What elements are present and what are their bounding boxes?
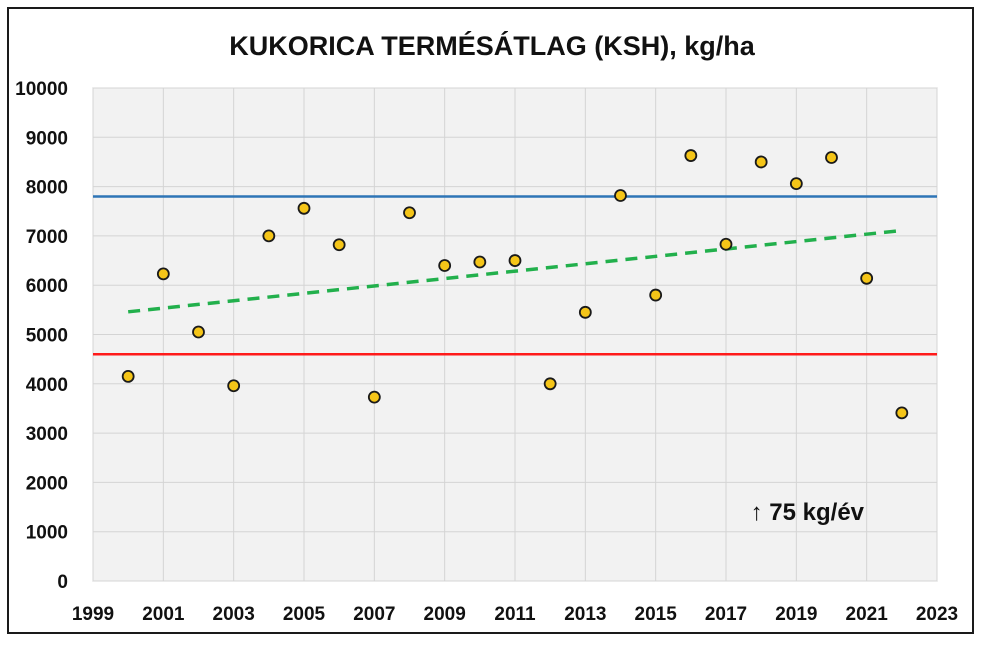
y-tick-label: 8000 xyxy=(26,178,68,199)
data-point xyxy=(262,229,276,243)
data-point xyxy=(121,370,135,383)
y-tick-label: 9000 xyxy=(26,128,68,149)
data-point xyxy=(227,379,241,393)
data-points xyxy=(121,149,909,420)
data-point xyxy=(614,189,627,202)
y-tick-label: 1000 xyxy=(26,523,68,544)
data-point xyxy=(789,177,803,191)
trend-annotation: ↑ 75 kg/év xyxy=(751,499,865,526)
data-point xyxy=(297,201,311,215)
y-tick-label: 6000 xyxy=(26,276,68,297)
y-tick-label: 4000 xyxy=(26,375,68,396)
data-point xyxy=(438,259,452,272)
data-point xyxy=(367,390,381,404)
data-point xyxy=(332,238,346,252)
y-tick-label: 3000 xyxy=(26,424,68,445)
data-point xyxy=(578,305,592,319)
data-point xyxy=(895,406,909,420)
reference-lines xyxy=(93,195,937,356)
x-tick-label: 2023 xyxy=(916,604,958,625)
x-tick-label: 2013 xyxy=(564,604,606,625)
x-tick-label: 2019 xyxy=(775,604,817,625)
data-point xyxy=(649,288,663,302)
data-point xyxy=(473,255,487,269)
x-tick-label: 2011 xyxy=(494,604,536,625)
x-tick-label: 2021 xyxy=(846,604,889,625)
data-point xyxy=(156,267,170,281)
y-axis-ticks: 0 1000 2000 3000 4000 5000 6000 7000 8000 9000 100… xyxy=(15,79,68,593)
x-tick-label: 2009 xyxy=(424,604,466,625)
data-point xyxy=(543,377,557,391)
x-tick-label: 2003 xyxy=(213,604,255,625)
chart-title: KUKORICA TERMÉSÁTLAG (KSH), kg/ha xyxy=(229,30,755,61)
y-tick-label: 10000 xyxy=(15,79,68,100)
data-point xyxy=(860,271,874,285)
y-tick-label: 0 xyxy=(57,572,68,593)
data-point xyxy=(684,149,698,162)
y-tick-label: 5000 xyxy=(26,326,68,347)
x-tick-label: 2015 xyxy=(635,604,678,625)
data-point xyxy=(403,206,416,220)
data-point xyxy=(192,325,205,339)
x-tick-label: 2007 xyxy=(353,604,395,625)
trend-line xyxy=(127,228,903,314)
y-tick-label: 2000 xyxy=(26,473,68,494)
x-gridlines xyxy=(92,88,938,581)
x-tick-label: 1999 xyxy=(72,604,114,625)
data-point xyxy=(508,254,522,267)
x-axis-ticks: 1999 2001 2003 2005 2007 2009 2011 2013 2015 2017… xyxy=(72,604,958,625)
trend-line-group xyxy=(127,228,903,314)
data-point xyxy=(719,237,733,251)
y-tick-label: 7000 xyxy=(26,227,68,248)
x-tick-label: 2005 xyxy=(283,604,326,625)
data-point xyxy=(754,155,768,169)
x-tick-label: 2017 xyxy=(705,604,747,625)
data-point xyxy=(825,151,838,164)
x-tick-label: 2001 xyxy=(142,604,185,625)
